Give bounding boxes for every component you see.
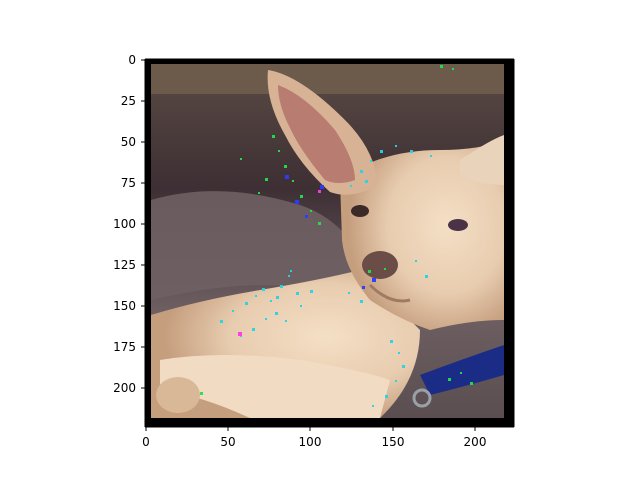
blanket-fold bbox=[151, 191, 350, 300]
y-tick-label: 50 bbox=[121, 135, 136, 149]
y-tick-label: 100 bbox=[113, 217, 136, 231]
dog-ear-inner bbox=[278, 85, 355, 183]
dog-ear-right bbox=[460, 135, 504, 185]
y-tick-label: 25 bbox=[121, 94, 136, 108]
dog-head bbox=[340, 140, 504, 330]
dog-leg bbox=[160, 355, 390, 418]
x-tick-label: 100 bbox=[299, 435, 322, 449]
y-tick-label: 125 bbox=[113, 258, 136, 272]
x-tick-label: 0 bbox=[142, 435, 150, 449]
y-tick-label: 0 bbox=[128, 53, 136, 67]
y-tick-label: 75 bbox=[121, 176, 136, 190]
dog-eye-right bbox=[448, 219, 468, 231]
dog-nose bbox=[362, 251, 398, 279]
x-tick-label: 50 bbox=[220, 435, 235, 449]
x-ticks: 0 50 100 150 200 bbox=[142, 427, 486, 449]
saliency-overlay bbox=[200, 65, 473, 407]
y-tick-label: 150 bbox=[113, 299, 136, 313]
backdrop-band bbox=[151, 64, 504, 94]
dog-mouth bbox=[368, 283, 411, 303]
axes bbox=[144, 58, 515, 428]
y-ticks: 0 25 50 75 100 125 150 175 200 bbox=[113, 53, 145, 395]
dog-paw bbox=[156, 377, 200, 413]
x-tick-label: 150 bbox=[382, 435, 405, 449]
y-tick-label: 200 bbox=[113, 381, 136, 395]
y-tick-label: 175 bbox=[113, 340, 136, 354]
x-tick-label: 200 bbox=[464, 435, 487, 449]
image-panel bbox=[145, 59, 514, 427]
photo bbox=[145, 59, 514, 427]
collar-ring bbox=[412, 388, 432, 408]
dog-collar bbox=[420, 345, 504, 395]
dog-eye-left bbox=[351, 205, 369, 217]
